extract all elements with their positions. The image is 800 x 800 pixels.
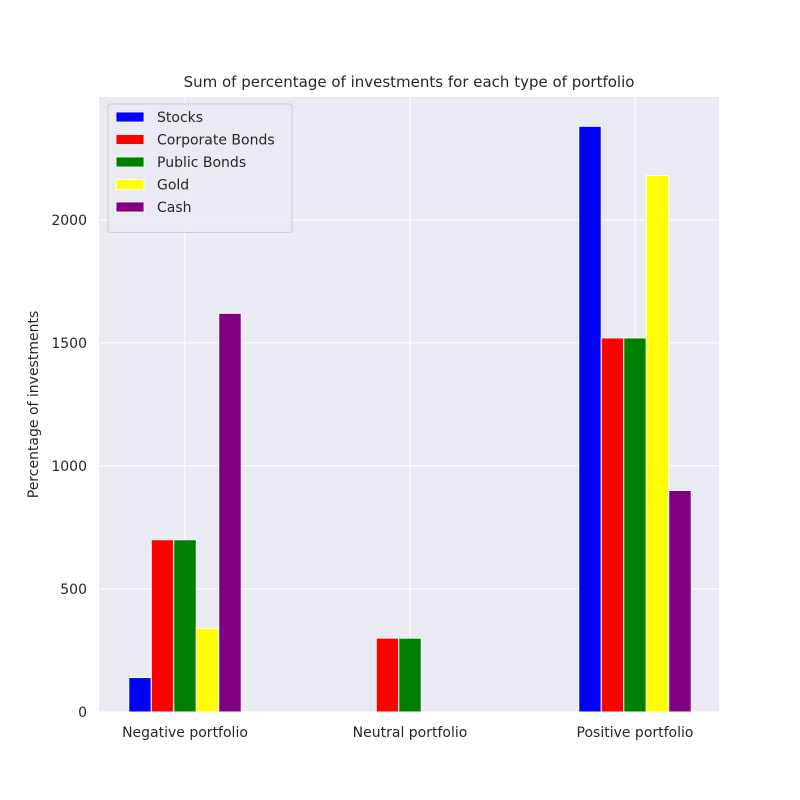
x-ticks: Negative portfolio Neutral portfolio Posit…: [122, 725, 693, 741]
legend-label: Corporate Bonds: [157, 133, 275, 149]
y-ticks: 0 500 1000 1500 2000: [51, 213, 87, 721]
bar-cash-0: [218, 312, 242, 713]
bar-public-bonds-1: [398, 637, 422, 713]
bar-corporate-bonds-2: [600, 337, 625, 713]
legend-label: Gold: [157, 178, 189, 194]
bar-gold-0: [195, 627, 220, 713]
legend-swatch: [115, 179, 145, 190]
x-tick-label: Neutral portfolio: [353, 725, 468, 741]
legend: Stocks Corporate Bonds Public Bonds Gold Cas…: [107, 103, 293, 233]
y-tick-label: 1000: [51, 459, 87, 475]
x-tick-label: Negative portfolio: [122, 725, 248, 741]
chart-title: Sum of percentage of investments for eac…: [184, 73, 635, 91]
legend-frame: [107, 103, 293, 233]
legend-swatch: [115, 111, 145, 123]
y-axis-label: Percentage of investments: [26, 311, 42, 499]
legend-label: Stocks: [157, 110, 203, 126]
bar-corporate-bonds-0: [150, 539, 175, 713]
legend-label: Cash: [157, 200, 192, 216]
legend-label: Public Bonds: [157, 155, 246, 171]
y-tick-label: 500: [60, 582, 87, 598]
y-tick-label: 1500: [51, 336, 87, 352]
legend-swatch: [115, 201, 145, 213]
bar-cash-2: [668, 490, 692, 713]
legend-swatch: [115, 156, 145, 168]
y-tick-label: 2000: [51, 213, 87, 229]
bar-stocks-0: [128, 677, 152, 713]
bars: [128, 125, 692, 713]
x-tick-label: Positive portfolio: [577, 725, 694, 741]
bar-gold-2: [645, 175, 670, 713]
bar-public-bonds-0: [173, 539, 197, 713]
legend-swatch: [115, 134, 145, 145]
bar-stocks-2: [578, 125, 602, 713]
bar-public-bonds-2: [623, 337, 647, 713]
bar-corporate-bonds-1: [375, 637, 400, 713]
y-tick-label: 0: [78, 705, 87, 721]
